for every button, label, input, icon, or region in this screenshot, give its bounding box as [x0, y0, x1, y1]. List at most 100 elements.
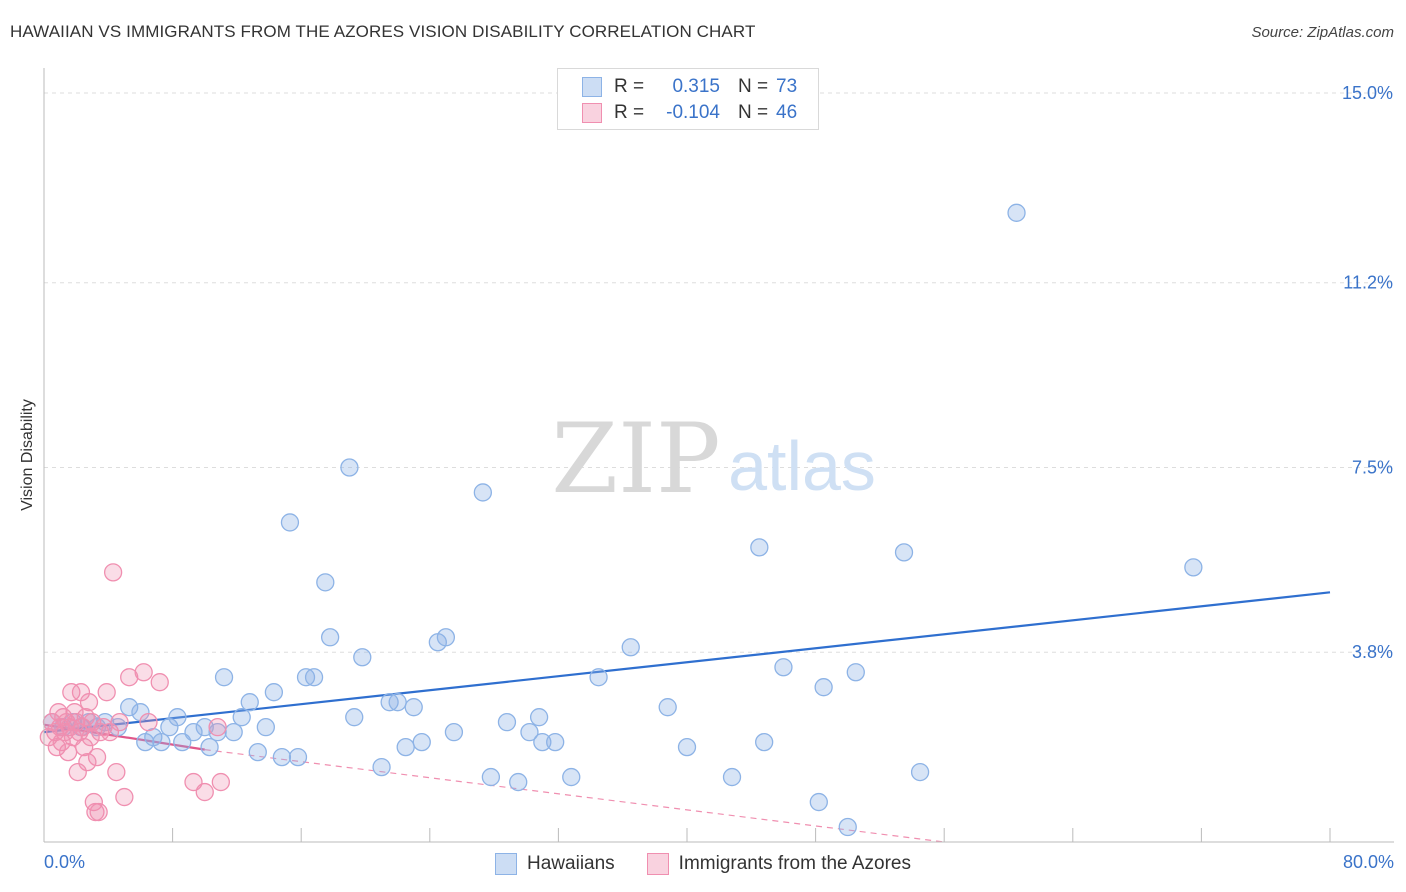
point-hawaiians — [677, 737, 697, 757]
point-hawaiians — [240, 693, 259, 712]
point-hawaiians — [224, 722, 243, 742]
point-azores — [195, 782, 214, 802]
legend-n-label: N = — [738, 76, 769, 97]
point-azores — [110, 713, 129, 732]
point-hawaiians — [353, 648, 372, 667]
legend-n-value: 73 — [776, 76, 798, 97]
point-azores — [62, 683, 81, 702]
point-hawaiians — [481, 767, 501, 787]
point-hawaiians — [412, 732, 431, 752]
point-hawaiians — [404, 698, 423, 717]
watermark-zip: ZIP — [551, 403, 720, 515]
point-hawaiians — [208, 722, 227, 742]
legend-label-azores: Immigrants from the Azores — [678, 853, 911, 874]
point-azores — [79, 693, 99, 712]
point-azores — [78, 752, 97, 772]
point-hawaiians — [589, 668, 608, 687]
legend-swatch-pink — [646, 853, 669, 875]
legend-n-label: N = — [738, 102, 769, 123]
point-hawaiians — [838, 817, 857, 837]
point-hawaiians — [497, 713, 517, 732]
point-hawaiians — [750, 538, 769, 557]
point-hawaiians — [340, 458, 359, 477]
legend-row-hawaiians: R = 0.315 N = 73 — [582, 75, 797, 99]
point-hawaiians — [910, 762, 930, 782]
point-hawaiians — [256, 718, 275, 737]
point-hawaiians — [658, 698, 677, 717]
point-hawaiians — [894, 543, 914, 562]
point-azores — [208, 718, 227, 737]
legend-r-value: -0.104 — [666, 102, 720, 123]
point-azores — [89, 802, 108, 822]
correlation-legend: R = 0.315 N = 73 R = -0.104 N = 46 — [557, 68, 819, 130]
point-hawaiians — [520, 722, 539, 742]
point-hawaiians — [755, 732, 774, 752]
point-azores — [97, 683, 116, 702]
legend-item-hawaiians[interactable]: Hawaiians — [495, 853, 615, 875]
legend-swatch-blue — [582, 77, 602, 97]
legend-r-value: 0.315 — [672, 76, 720, 97]
point-hawaiians — [214, 668, 234, 687]
point-hawaiians — [396, 737, 415, 757]
chart-title: HAWAIIAN VS IMMIGRANTS FROM THE AZORES V… — [10, 22, 756, 41]
point-hawaiians — [184, 722, 203, 742]
point-hawaiians — [814, 678, 833, 697]
point-hawaiians — [248, 742, 267, 762]
point-hawaiians — [320, 628, 340, 647]
point-azores — [91, 722, 110, 742]
trend-line-hawaiians — [43, 591, 1331, 734]
point-hawaiians — [473, 483, 492, 502]
legend-swatch-pink — [582, 103, 602, 123]
point-hawaiians — [272, 747, 292, 767]
point-azores — [115, 787, 134, 807]
point-azores — [134, 663, 153, 682]
legend-row-azores: R = -0.104 N = 46 — [582, 101, 797, 125]
point-hawaiians — [345, 708, 364, 727]
y-tick-label: 7.5% — [1352, 457, 1393, 477]
point-azores — [120, 668, 139, 687]
point-azores — [139, 713, 158, 732]
point-hawaiians — [372, 757, 391, 777]
point-azores — [87, 747, 107, 767]
y-tick-label: 11.2% — [1343, 273, 1393, 293]
point-hawaiians — [722, 767, 742, 787]
point-hawaiians — [388, 693, 407, 712]
point-hawaiians — [509, 772, 528, 792]
point-hawaiians — [436, 628, 456, 647]
point-hawaiians — [200, 737, 219, 757]
point-hawaiians — [846, 663, 865, 682]
point-hawaiians — [264, 683, 284, 702]
legend-label-hawaiians: Hawaiians — [527, 853, 615, 874]
point-hawaiians — [444, 722, 464, 742]
trend-line-azores-extension — [204, 749, 945, 843]
point-hawaiians — [533, 732, 552, 752]
point-hawaiians — [1007, 203, 1026, 222]
point-azores — [150, 673, 169, 692]
point-hawaiians — [774, 658, 793, 677]
point-azores — [75, 737, 94, 757]
watermark-atlas: atlas — [728, 427, 876, 505]
point-hawaiians — [621, 638, 640, 657]
point-hawaiians — [280, 513, 300, 532]
legend-n-value: 46 — [776, 102, 798, 123]
x-tick-label-max: 80.0% — [1342, 852, 1394, 872]
point-azores — [103, 563, 123, 582]
y-tick-label: 15.0% — [1342, 83, 1393, 103]
y-tick-label: 3.8% — [1352, 642, 1393, 662]
point-azores — [52, 732, 71, 752]
legend-r-label: R = — [614, 102, 645, 123]
point-hawaiians — [316, 573, 335, 592]
point-hawaiians — [152, 732, 171, 752]
legend-swatch-blue — [495, 853, 518, 875]
point-hawaiians — [562, 767, 581, 787]
point-hawaiians — [288, 747, 308, 767]
point-hawaiians — [120, 698, 139, 717]
point-hawaiians — [232, 708, 251, 727]
source-note: Source: ZipAtlas.com — [1251, 24, 1394, 41]
point-azores — [211, 772, 230, 792]
point-azores — [107, 762, 126, 782]
point-hawaiians — [546, 732, 565, 752]
point-hawaiians — [1184, 558, 1203, 577]
legend-item-azores[interactable]: Immigrants from the Azores — [646, 853, 911, 875]
